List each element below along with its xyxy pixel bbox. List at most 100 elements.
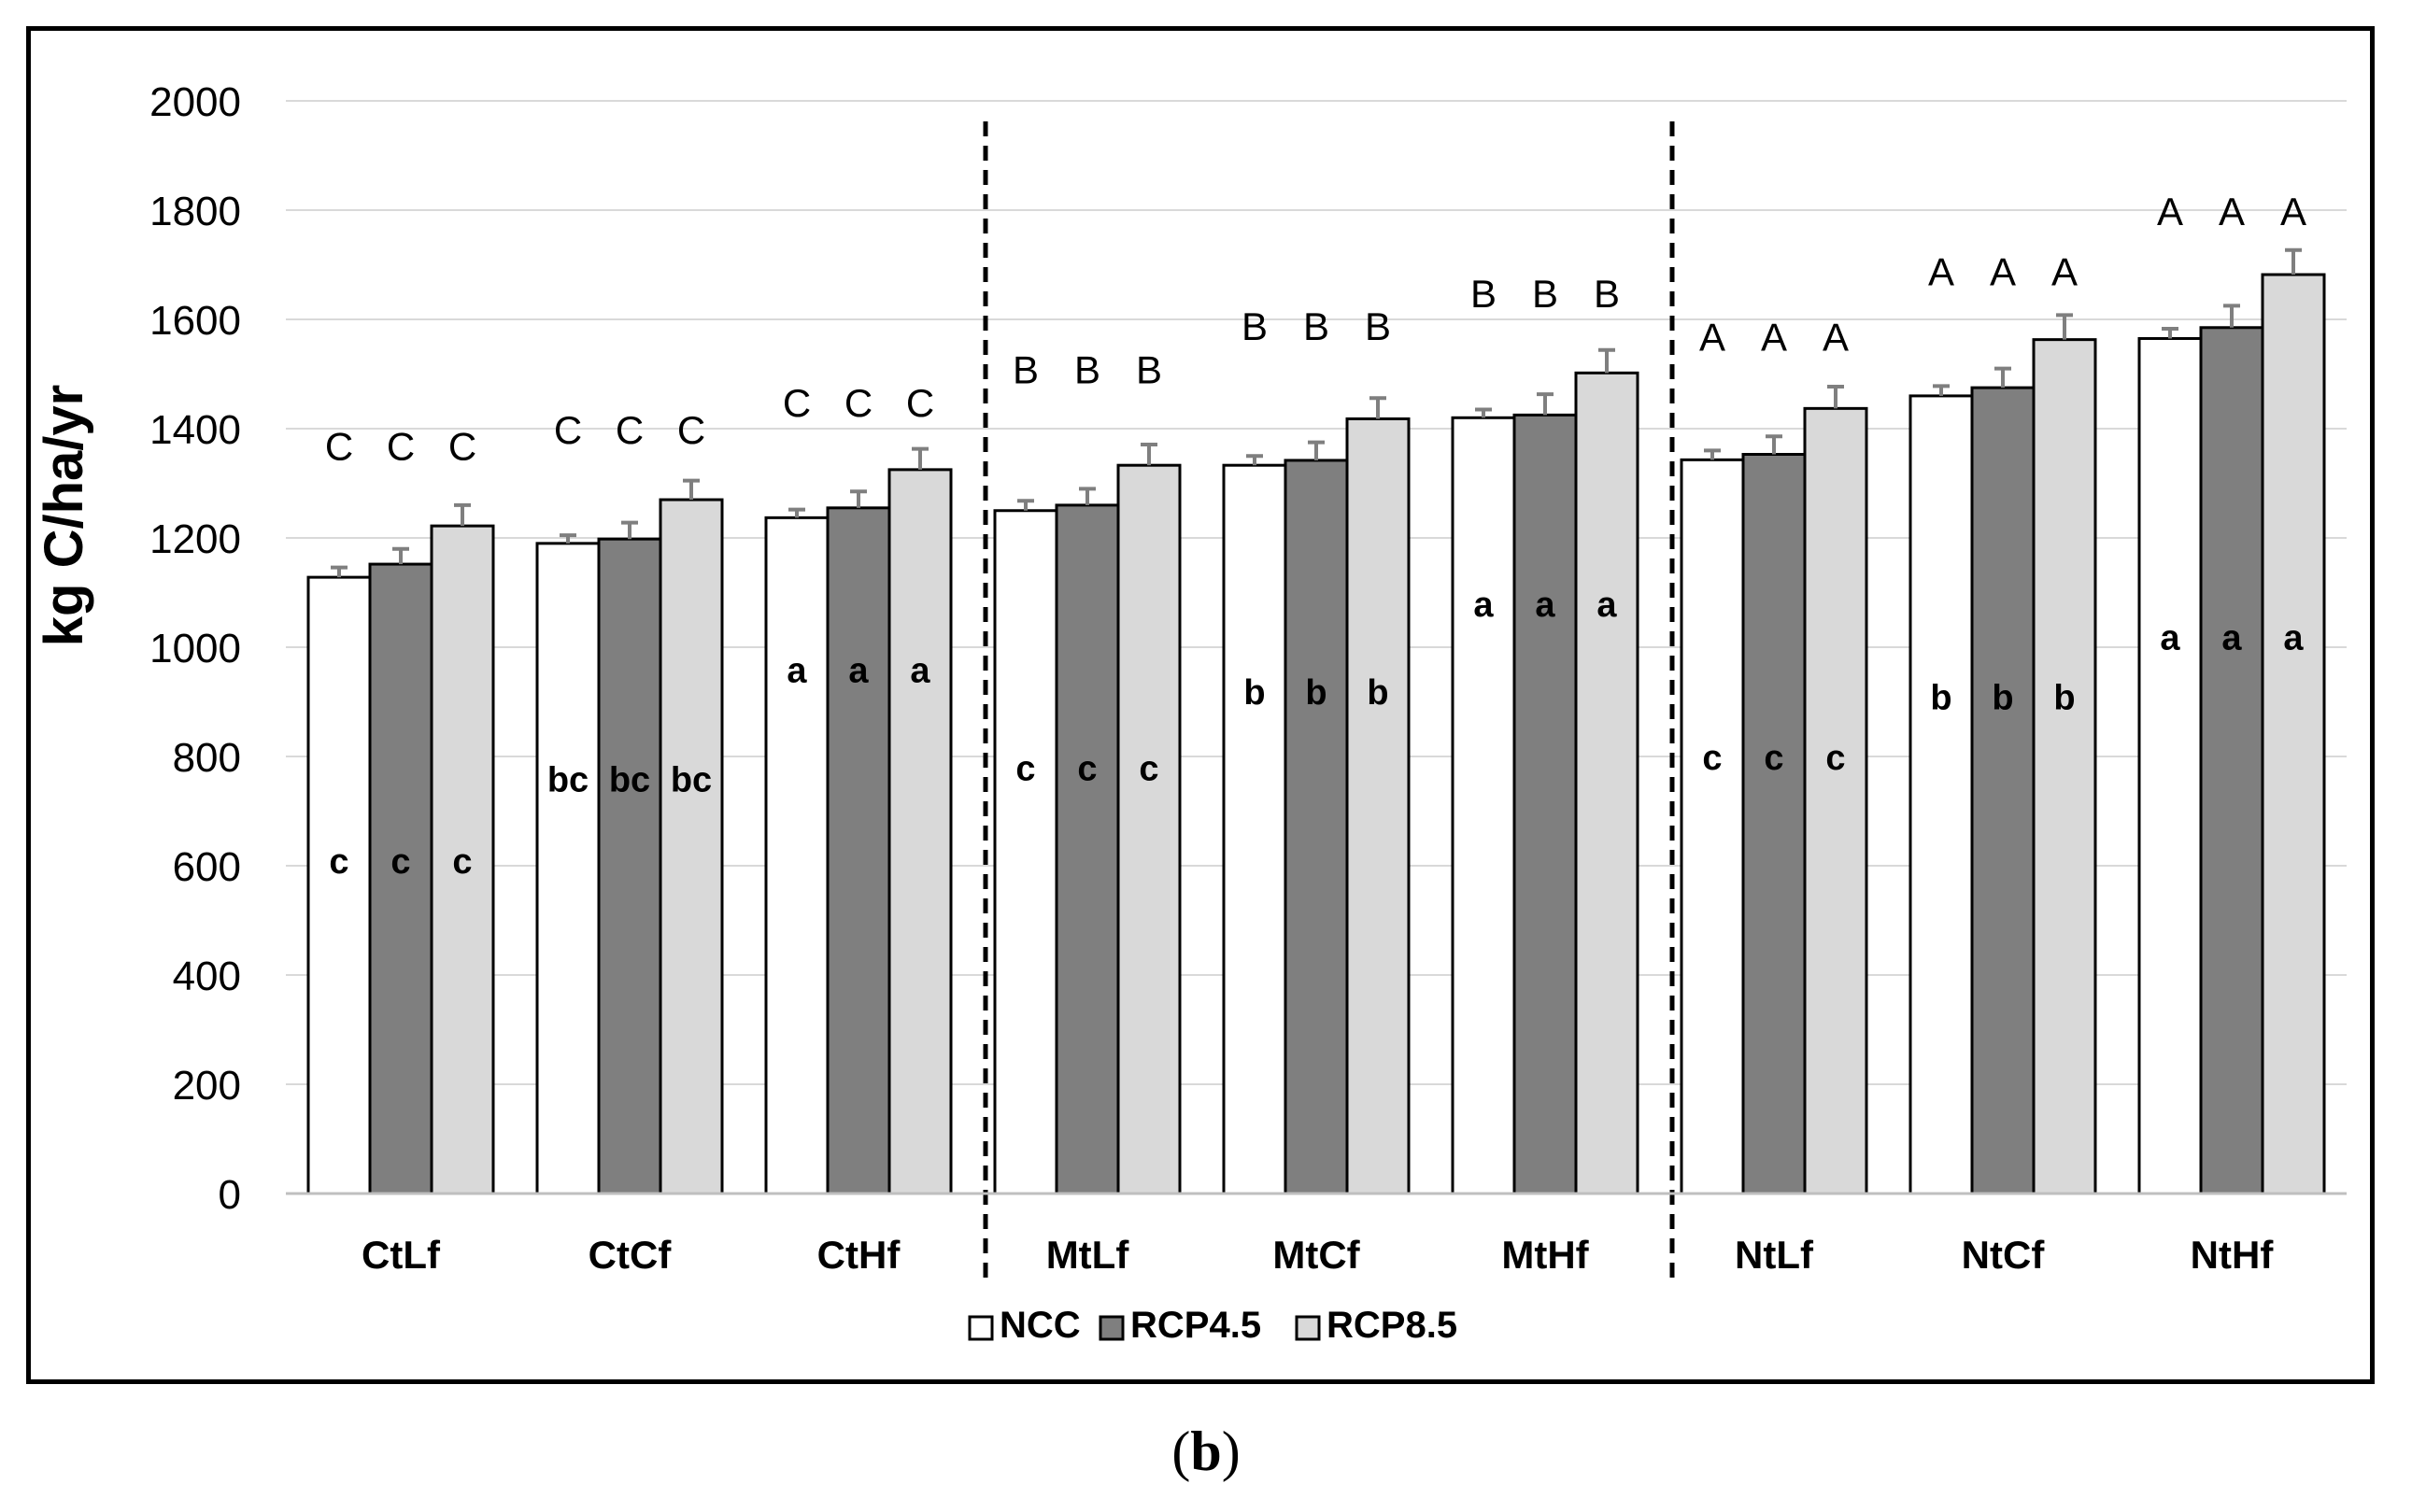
lower-significance-letter: c — [1764, 739, 1783, 778]
axes: kg C/ha/yr 0 200 400 600 800 1000 1200 1400 1600… — [34, 79, 2347, 1277]
bar — [2199, 326, 2264, 1195]
upper-significance-letter: A — [2280, 190, 2306, 233]
upper-significance-letter: C — [906, 381, 934, 425]
upper-significance-letter: C — [783, 381, 811, 425]
lower-significance-letter: a — [1535, 586, 1555, 625]
x-tick-label: NtHf — [2191, 1233, 2275, 1277]
x-tick-label: NtLf — [1735, 1233, 1814, 1277]
lower-significance-letter: c — [1139, 750, 1158, 789]
lower-significance-letter: a — [2283, 618, 2304, 657]
lower-significance-letter: a — [1473, 586, 1494, 625]
significance-letters: cCcCcCbcCbcCbcCaCaCaCcBcBcBbBbBbBaBaBaBc… — [325, 190, 2306, 882]
lower-significance-letter: a — [1596, 586, 1617, 625]
bars — [306, 247, 2326, 1195]
y-tick-label: 200 — [173, 1063, 241, 1109]
upper-significance-letter: B — [1013, 348, 1039, 392]
bar — [1680, 458, 1745, 1195]
y-tick-label: 2000 — [149, 79, 241, 125]
lower-significance-letter: c — [452, 842, 472, 882]
y-tick-label: 0 — [219, 1172, 241, 1218]
lower-significance-letter: a — [2160, 618, 2180, 657]
bar — [2137, 336, 2203, 1195]
bar — [1222, 463, 1287, 1195]
upper-significance-letter: C — [677, 408, 705, 452]
bar — [1512, 413, 1578, 1195]
bar — [1970, 386, 2036, 1195]
upper-significance-letter: C — [844, 381, 873, 425]
legend-label: RCP8.5 — [1327, 1305, 1457, 1346]
legend-swatch — [968, 1315, 994, 1341]
upper-significance-letter: C — [325, 425, 353, 469]
lower-significance-letter: a — [787, 651, 807, 690]
bar — [597, 537, 662, 1195]
lower-significance-letter: b — [1367, 673, 1388, 713]
upper-significance-letter: B — [1365, 304, 1391, 348]
x-tick-label: CtCf — [589, 1233, 673, 1277]
upper-significance-letter: A — [1928, 249, 1954, 293]
lower-significance-letter: b — [1243, 673, 1265, 713]
upper-significance-letter: A — [1990, 249, 2016, 293]
lower-significance-letter: c — [1825, 739, 1845, 778]
bar — [1741, 452, 1807, 1195]
x-tick-label: MtLf — [1046, 1233, 1130, 1277]
y-tick-label: 1600 — [149, 298, 241, 344]
bar — [1803, 406, 1868, 1195]
lower-significance-letter: bc — [547, 760, 589, 799]
y-tick-label: 1800 — [149, 189, 241, 234]
y-tick-label: 800 — [173, 735, 241, 781]
lower-significance-letter: b — [2053, 679, 2075, 718]
upper-significance-letter: C — [616, 408, 644, 452]
bar — [764, 516, 830, 1195]
upper-significance-letter: B — [1136, 348, 1162, 392]
bar — [826, 506, 891, 1195]
legend-swatch — [1099, 1315, 1125, 1341]
upper-significance-letter: B — [1303, 304, 1329, 348]
y-tick-label: 600 — [173, 844, 241, 890]
x-tick-label: CtHf — [817, 1233, 901, 1277]
upper-significance-letter: B — [1470, 272, 1497, 316]
y-tick-label: 1200 — [149, 516, 241, 562]
bar — [306, 575, 372, 1195]
legend-label: NCC — [1000, 1305, 1081, 1346]
upper-significance-letter: A — [2219, 190, 2245, 233]
bar — [2261, 273, 2326, 1195]
bar — [1574, 371, 1639, 1195]
x-tick-label: MtHf — [1501, 1233, 1589, 1277]
bar — [2032, 338, 2097, 1195]
upper-significance-letter: B — [1594, 272, 1620, 316]
upper-significance-letter: A — [2157, 190, 2183, 233]
panel-letter: b — [1190, 1420, 1222, 1482]
y-tick-label: 1000 — [149, 626, 241, 671]
upper-significance-letter: C — [387, 425, 415, 469]
lower-significance-letter: b — [1930, 679, 1951, 718]
lower-significance-letter: c — [329, 842, 348, 882]
lower-significance-letter: b — [1992, 679, 2013, 718]
bar — [1451, 416, 1516, 1195]
upper-significance-letter: B — [1241, 304, 1268, 348]
upper-significance-letter: A — [2051, 249, 2078, 293]
upper-significance-letter: A — [1823, 316, 1849, 360]
lower-significance-letter: c — [1702, 739, 1722, 778]
upper-significance-letter: C — [448, 425, 476, 469]
x-tick-label: CtLf — [362, 1233, 441, 1277]
lower-significance-letter: a — [2221, 618, 2242, 657]
x-tick-label: NtCf — [1962, 1233, 2046, 1277]
bar — [430, 524, 495, 1195]
legend: NCC RCP4.5 RCP8.5 — [968, 1305, 1457, 1346]
bar — [887, 468, 953, 1195]
bar — [1284, 459, 1349, 1195]
lower-significance-letter: bc — [609, 760, 650, 799]
upper-significance-letter: B — [1532, 272, 1558, 316]
lower-significance-letter: b — [1305, 673, 1327, 713]
lower-significance-letter: c — [390, 842, 410, 882]
lower-significance-letter: c — [1077, 750, 1097, 789]
bar — [1055, 503, 1120, 1195]
bar — [993, 509, 1058, 1195]
bar — [659, 498, 724, 1195]
x-tick-label: MtCf — [1272, 1233, 1360, 1277]
upper-significance-letter: A — [1761, 316, 1787, 360]
legend-swatch — [1295, 1315, 1321, 1341]
upper-significance-letter: C — [554, 408, 582, 452]
y-tick-label: 400 — [173, 954, 241, 999]
